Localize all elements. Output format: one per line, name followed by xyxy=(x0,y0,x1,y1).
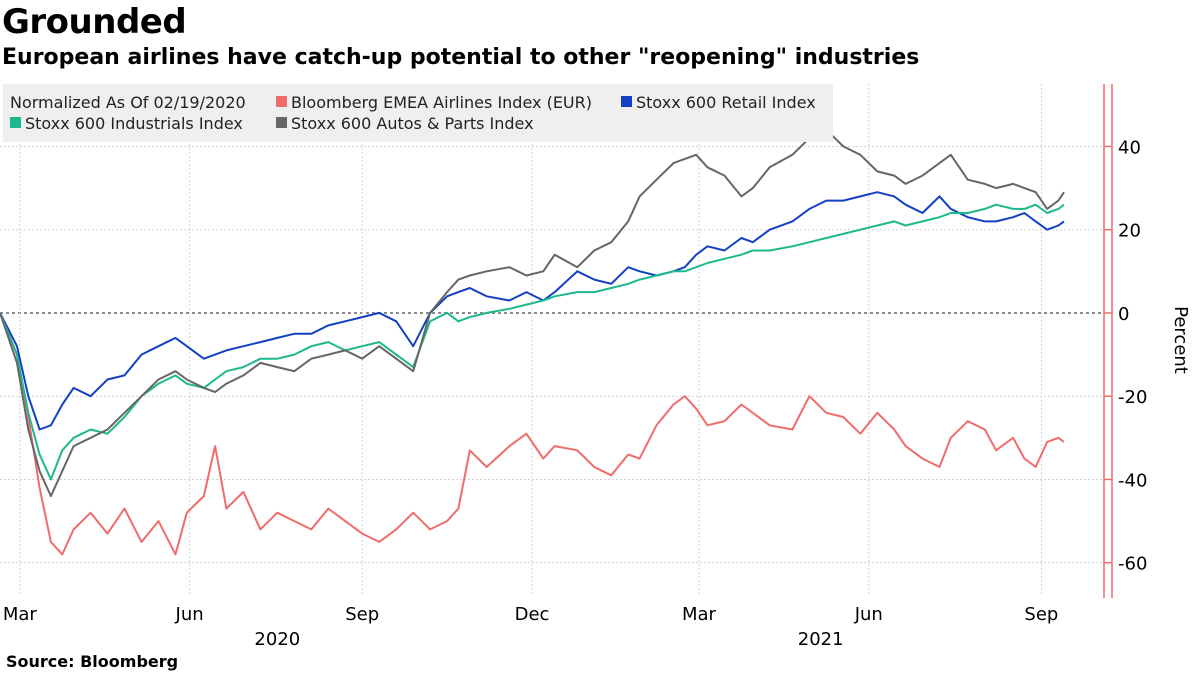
legend-swatch xyxy=(276,117,287,128)
legend-entry: Stoxx 600 Retail Index xyxy=(636,93,816,112)
x-tick-label: Sep xyxy=(345,604,379,625)
x-tick-label: Dec xyxy=(515,604,550,625)
x-year-label: 2021 xyxy=(798,629,844,650)
y-tick-label: -40 xyxy=(1118,470,1147,491)
series-lines xyxy=(0,128,1065,556)
x-tick-label: Jun xyxy=(854,604,883,625)
series-line xyxy=(0,128,1065,498)
x-year-label: 2020 xyxy=(254,629,300,650)
legend-note: Normalized As Of 02/19/2020 xyxy=(10,93,246,112)
plot-area xyxy=(0,84,1098,596)
axes: 40 20 0 -20 -40 -60 Mar Jun Sep Dec Mar Jun Sep 2020 2… xyxy=(3,84,1147,650)
y-tick-label: 20 xyxy=(1118,221,1141,242)
series-line xyxy=(0,203,1065,481)
y-tick-label: -20 xyxy=(1118,387,1147,408)
y-axis-label: Percent xyxy=(1170,306,1191,374)
x-tick-label: Mar xyxy=(3,604,38,625)
x-tick-label: Sep xyxy=(1024,604,1058,625)
x-tick-label: Jun xyxy=(175,604,204,625)
x-tick-label: Mar xyxy=(682,604,717,625)
chart-subtitle: European airlines have catch-up potentia… xyxy=(2,45,920,70)
legend: Normalized As Of 02/19/2020 Bloomberg EME… xyxy=(3,84,833,142)
legend-swatch xyxy=(10,117,21,128)
legend-background xyxy=(3,84,833,142)
legend-swatch xyxy=(276,96,287,107)
y-tick-label: 40 xyxy=(1118,137,1141,158)
legend-entry: Stoxx 600 Autos & Parts Index xyxy=(291,114,534,133)
y-tick-label: -60 xyxy=(1118,554,1147,575)
legend-entry: Bloomberg EMEA Airlines Index (EUR) xyxy=(291,93,592,112)
series-line xyxy=(0,312,1065,556)
chart-title: Grounded xyxy=(2,2,187,42)
gridlines xyxy=(0,84,1104,596)
legend-swatch xyxy=(621,96,632,107)
legend-entry: Stoxx 600 Industrials Index xyxy=(25,114,243,133)
y-tick-label: 0 xyxy=(1118,304,1129,325)
source-note: Source: Bloomberg xyxy=(6,652,179,671)
